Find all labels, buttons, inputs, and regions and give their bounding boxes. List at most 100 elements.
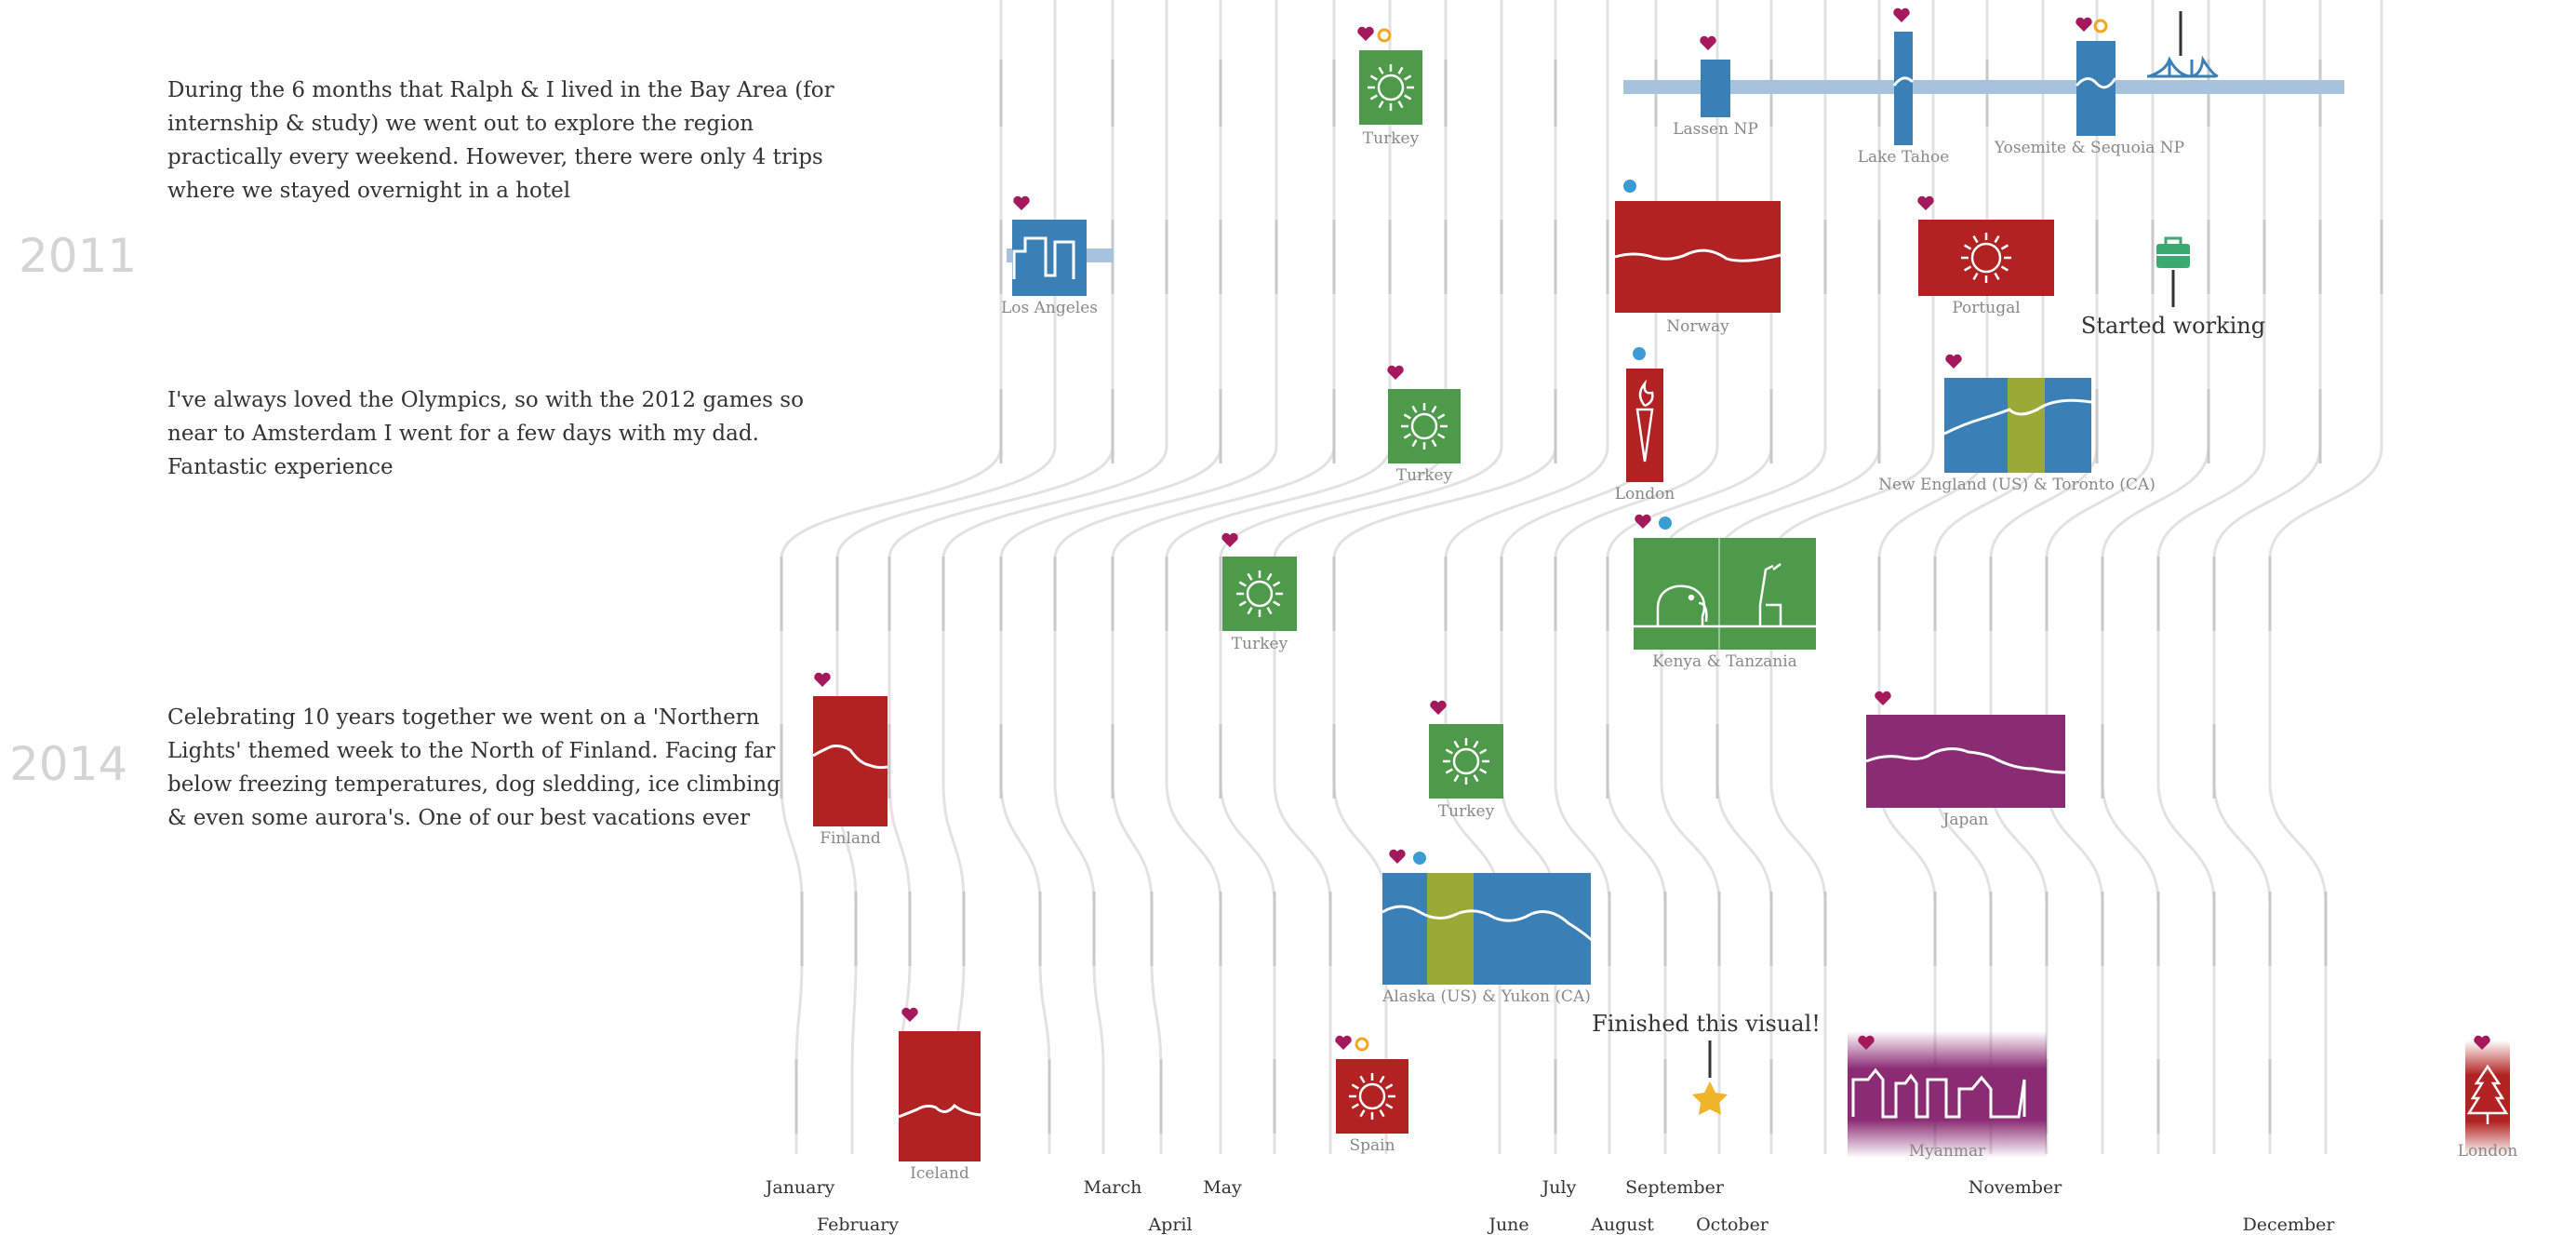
trip-lassen[interactable] (1701, 60, 1730, 117)
trip-label: Iceland (910, 1164, 969, 1183)
friend-dot-icon (1633, 347, 1646, 360)
temperature-line (1614, 248, 1782, 262)
trip-lake-tahoe[interactable] (1894, 32, 1913, 145)
month-flow-line (1933, 0, 2045, 1154)
year-label-2011: 2011 (19, 229, 137, 283)
sun-ray (1431, 439, 1437, 448)
heart-icon (2474, 1035, 2490, 1050)
trip-markers (814, 7, 2490, 1052)
month-flow-line (780, 0, 1003, 1154)
trip-turkey-3[interactable] (1222, 557, 1297, 631)
trip-label: Lassen NP (1673, 120, 1758, 139)
sun-ray (1378, 66, 1384, 74)
month-label: May (1203, 1177, 1242, 1198)
note-bay-area: During the 6 months that Ralph & I lived… (167, 78, 834, 203)
heart-icon (1945, 354, 1962, 369)
sun-ray (1972, 272, 1979, 281)
mountain-line (1892, 76, 1915, 87)
sun-disc (1358, 1082, 1386, 1110)
trip-label: Japan (1942, 811, 1989, 829)
sun-ray (1403, 413, 1411, 420)
note-line: below freezing temperatures, dog sleddin… (167, 772, 781, 797)
sun-ray (1359, 1075, 1366, 1083)
sun-ray (1963, 265, 1972, 272)
month-label: August (1590, 1215, 1654, 1235)
trip-finland[interactable] (813, 696, 888, 826)
note-line: Fantastic experience (167, 455, 394, 479)
sun-ray (1247, 607, 1253, 615)
sun-ray (1479, 768, 1488, 774)
trip-label: Kenya & Tanzania (1652, 652, 1797, 671)
sun-ray (1379, 1109, 1385, 1118)
sun-ray (1397, 101, 1404, 109)
sun-ray (1453, 740, 1460, 748)
trip-label: Alaska (US) & Yukon (CA) (1381, 987, 1591, 1006)
sun-ray (1385, 1083, 1394, 1090)
month-label: January (764, 1177, 835, 1198)
heart-icon (1430, 700, 1447, 715)
sun-icon (1401, 403, 1448, 450)
month-label: July (1541, 1177, 1577, 1198)
temperature-line (898, 1103, 981, 1119)
trip-iceland[interactable] (899, 1031, 981, 1161)
heart-icon (1700, 35, 1716, 50)
note-olympics: I've always loved the Olympics, so with … (167, 388, 804, 479)
note-line: Lights' themed week to the North of Finl… (167, 739, 775, 763)
heart-icon (1858, 1035, 1875, 1050)
sun-ray (1379, 1075, 1385, 1083)
heart-icon (2075, 17, 2092, 32)
month-label: October (1696, 1215, 1769, 1235)
sun-ray (1972, 235, 1979, 244)
month-flow-line (835, 0, 1057, 1154)
trip-japan[interactable] (1866, 715, 2065, 808)
note-finland: Celebrating 10 years together we went on… (167, 705, 781, 830)
sun-icon (1443, 738, 1489, 785)
trip-label: Norway (1666, 317, 1729, 336)
callout-started-working: Started working (2081, 313, 2265, 339)
month-axis: January March May July September November Febr… (764, 1177, 2336, 1235)
trip-label: Turkey (1363, 129, 1420, 148)
family-ring-icon (1355, 1037, 1369, 1052)
giraffe-icon (1758, 563, 1782, 625)
sun-ray (1273, 581, 1281, 587)
temperature-line (1943, 398, 2092, 436)
sun-ray (1963, 244, 1972, 250)
heart-icon (1635, 514, 1651, 529)
sun-ray (1994, 235, 2000, 244)
trip-turkey-2[interactable] (1388, 389, 1461, 463)
sun-ray (2000, 244, 2009, 250)
trip-label: Los Angeles (1001, 299, 1098, 317)
sun-ray (1266, 572, 1273, 581)
month-flow-line (999, 0, 1222, 1154)
friend-dot-icon (1413, 852, 1426, 865)
trip-label: Myanmar (1909, 1142, 1986, 1161)
sun-ray (1411, 405, 1418, 413)
friend-dot-icon (1659, 517, 1672, 530)
sun-ray (1369, 94, 1378, 101)
trip-los-angeles[interactable] (1012, 220, 1087, 296)
bay-area-band (1623, 80, 2344, 94)
sun-ray (1359, 1109, 1366, 1118)
trip-norway[interactable] (1615, 201, 1781, 313)
temperature-line (1381, 905, 1606, 953)
family-ring-icon (2093, 19, 2108, 34)
month-label: June (1487, 1215, 1528, 1235)
trip-label: New England (US) & Toronto (CA) (1878, 476, 2156, 494)
trip-spain[interactable] (1336, 1059, 1408, 1134)
trip-yosemite[interactable] (2076, 41, 2116, 136)
temperature-line (812, 745, 888, 770)
heart-icon (1221, 532, 1238, 547)
trip-turkey-4[interactable] (1429, 724, 1503, 799)
sun-disc (1246, 580, 1274, 608)
month-label: December (2243, 1215, 2336, 1235)
trip-portugal[interactable] (1918, 220, 2054, 296)
olympic-torch-icon (1635, 379, 1654, 463)
heart-icon (901, 1007, 918, 1022)
sun-ray (1238, 581, 1247, 587)
trip-alaska-yukon[interactable] (1382, 873, 1591, 985)
trip-label: Turkey (1438, 802, 1495, 821)
sun-ray (1473, 740, 1479, 748)
sun-disc (1377, 74, 1405, 101)
golden-gate-bridge-icon (2147, 55, 2219, 78)
sun-ray (1397, 66, 1404, 74)
